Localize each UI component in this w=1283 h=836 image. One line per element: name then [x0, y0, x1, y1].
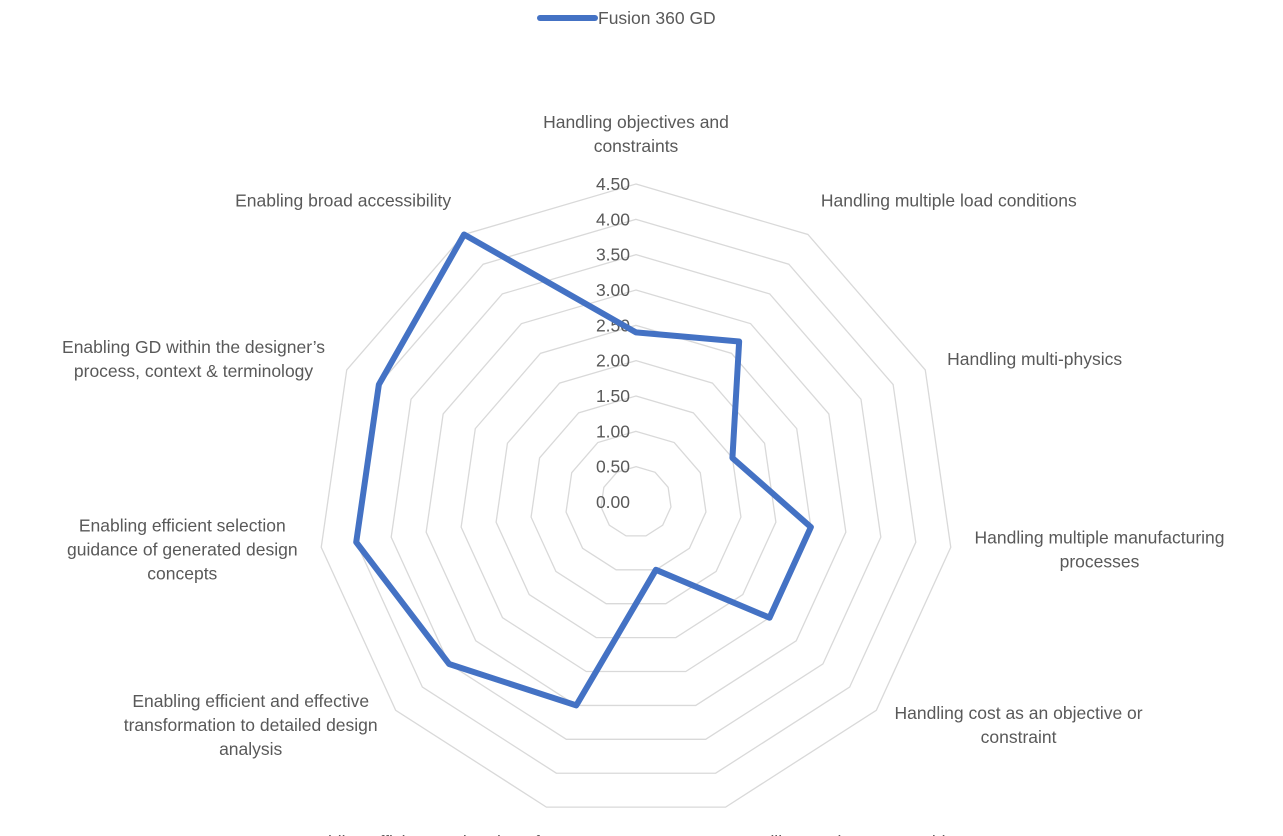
legend: Fusion 360 GD	[537, 8, 716, 28]
category-label-line: Handling cost as an objective or	[895, 703, 1143, 723]
category-label: Enabling efficient selection guidance of …	[67, 516, 298, 584]
category-label: Handling multi-physics	[947, 349, 1122, 369]
category-label: Enabling efficient and effective transfor…	[124, 691, 378, 759]
tick-label: 2.50	[596, 315, 630, 335]
grid-ring	[600, 465, 672, 537]
category-label: Enabling efficient exploration ofviable …	[297, 832, 540, 836]
category-label-line: Enabling efficient selection	[79, 516, 286, 536]
grid-ring	[320, 183, 952, 808]
category-label-line: Enabling efficient and effective	[132, 691, 369, 711]
category-label-line: process, context & terminology	[74, 361, 314, 381]
category-label-line: Handling multiple load conditions	[821, 190, 1077, 210]
category-label: Enabling broad accessibility	[235, 190, 451, 210]
grid-ring	[460, 324, 812, 673]
category-label-line: guidance of generated design	[67, 540, 298, 560]
category-label-line: Enabling broad accessibility	[235, 190, 451, 210]
category-label: Handling multiple manufacturing processes	[975, 528, 1225, 572]
tick-label: 2.00	[596, 351, 630, 371]
category-label: Handling multiple load conditions	[821, 190, 1077, 210]
tick-label: 1.50	[596, 386, 630, 406]
grid-ring	[495, 359, 777, 639]
category-label-line: Handling multi-physics	[947, 349, 1122, 369]
tick-label: 0.50	[596, 457, 630, 477]
tick-label: 1.00	[596, 421, 630, 441]
series-line	[353, 231, 814, 709]
tick-label: 3.50	[596, 245, 630, 265]
category-label-line: transformation to detailed design	[124, 715, 378, 735]
tick-label: 3.00	[596, 280, 630, 300]
tick-label: 0.00	[596, 492, 630, 512]
series-layer	[353, 231, 814, 709]
tick-label: 4.50	[596, 174, 630, 194]
tick-labels: 0.00 0.50 1.00 1.50 2.00 2.50 3.00 3.50 4.00 4.50	[596, 174, 630, 512]
category-label: Handling GD in an assemblycontext	[732, 832, 954, 836]
category-label-line: analysis	[219, 739, 282, 759]
grid-ring	[425, 289, 847, 707]
legend-label: Fusion 360 GD	[598, 8, 716, 28]
grid-ring	[355, 218, 917, 774]
category-label-line: concepts	[147, 564, 217, 584]
grid-ring	[530, 395, 742, 605]
category-label-line: Handling GD in an assembly	[732, 832, 954, 836]
category-label-line: Handling objectives and	[543, 112, 729, 132]
grid-ring	[390, 253, 882, 740]
tick-label: 4.00	[596, 209, 630, 229]
grid-ring	[565, 430, 707, 571]
category-label-line: Enabling GD within the designer’s	[62, 337, 325, 357]
category-label-line: Enabling efficient exploration of	[297, 832, 540, 836]
category-label-line: Handling multiple manufacturing	[975, 528, 1225, 548]
category-label: Handling cost as an objective or constrai…	[895, 703, 1143, 747]
category-label-line: constraint	[981, 727, 1057, 747]
category-labels: Handling objectives and constraintsHandli…	[62, 112, 1224, 836]
category-label: Handling objectives and constraints	[543, 112, 729, 156]
category-label-line: constraints	[594, 136, 679, 156]
radar-grid	[320, 183, 952, 808]
category-label: Enabling GD within the designer’s process…	[62, 337, 325, 381]
category-label-line: processes	[1060, 552, 1140, 572]
